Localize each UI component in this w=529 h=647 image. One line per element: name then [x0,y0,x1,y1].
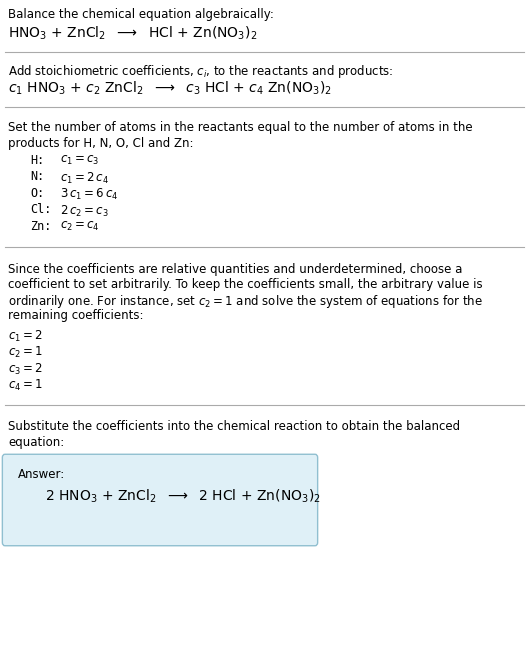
Text: ordinarily one. For instance, set $c_2 = 1$ and solve the system of equations fo: ordinarily one. For instance, set $c_2 =… [8,294,483,311]
Text: coefficient to set arbitrarily. To keep the coefficients small, the arbitrary va: coefficient to set arbitrarily. To keep … [8,278,482,291]
Text: $c_4 = 1$: $c_4 = 1$ [8,378,43,393]
Text: equation:: equation: [8,436,64,449]
FancyBboxPatch shape [2,454,317,545]
Text: Since the coefficients are relative quantities and underdetermined, choose a: Since the coefficients are relative quan… [8,263,462,276]
Text: H:: H: [30,154,44,167]
Text: Add stoichiometric coefficients, $c_i$, to the reactants and products:: Add stoichiometric coefficients, $c_i$, … [8,63,394,80]
Text: Substitute the coefficients into the chemical reaction to obtain the balanced: Substitute the coefficients into the che… [8,421,460,433]
Text: $c_1 = 2\,c_4$: $c_1 = 2\,c_4$ [60,171,109,186]
Text: remaining coefficients:: remaining coefficients: [8,309,143,322]
Text: $c_2 = 1$: $c_2 = 1$ [8,345,43,360]
Text: 2 HNO$_3$ + ZnCl$_2$  $\longrightarrow$  2 HCl + Zn(NO$_3$)$_2$: 2 HNO$_3$ + ZnCl$_2$ $\longrightarrow$ 2… [45,488,321,505]
Text: $c_1 = 2$: $c_1 = 2$ [8,329,43,344]
Text: Set the number of atoms in the reactants equal to the number of atoms in the: Set the number of atoms in the reactants… [8,121,472,134]
Text: Cl:: Cl: [30,204,51,217]
Text: $2\,c_2 = c_3$: $2\,c_2 = c_3$ [60,204,109,219]
Text: $c_1$ HNO$_3$ + $c_2$ ZnCl$_2$  $\longrightarrow$  $c_3$ HCl + $c_4$ Zn(NO$_3$)$: $c_1$ HNO$_3$ + $c_2$ ZnCl$_2$ $\longrig… [8,80,332,98]
Text: products for H, N, O, Cl and Zn:: products for H, N, O, Cl and Zn: [8,137,194,149]
Text: $c_1 = c_3$: $c_1 = c_3$ [60,154,99,167]
Text: O:: O: [30,187,44,200]
Text: HNO$_3$ + ZnCl$_2$  $\longrightarrow$  HCl + Zn(NO$_3$)$_2$: HNO$_3$ + ZnCl$_2$ $\longrightarrow$ HCl… [8,25,257,42]
Text: $c_3 = 2$: $c_3 = 2$ [8,362,43,377]
Text: $3\,c_1 = 6\,c_4$: $3\,c_1 = 6\,c_4$ [60,187,118,202]
Text: Balance the chemical equation algebraically:: Balance the chemical equation algebraica… [8,8,274,21]
Text: $c_2 = c_4$: $c_2 = c_4$ [60,220,99,233]
Text: Zn:: Zn: [30,220,51,233]
Text: N:: N: [30,171,44,184]
Text: Answer:: Answer: [18,468,65,481]
